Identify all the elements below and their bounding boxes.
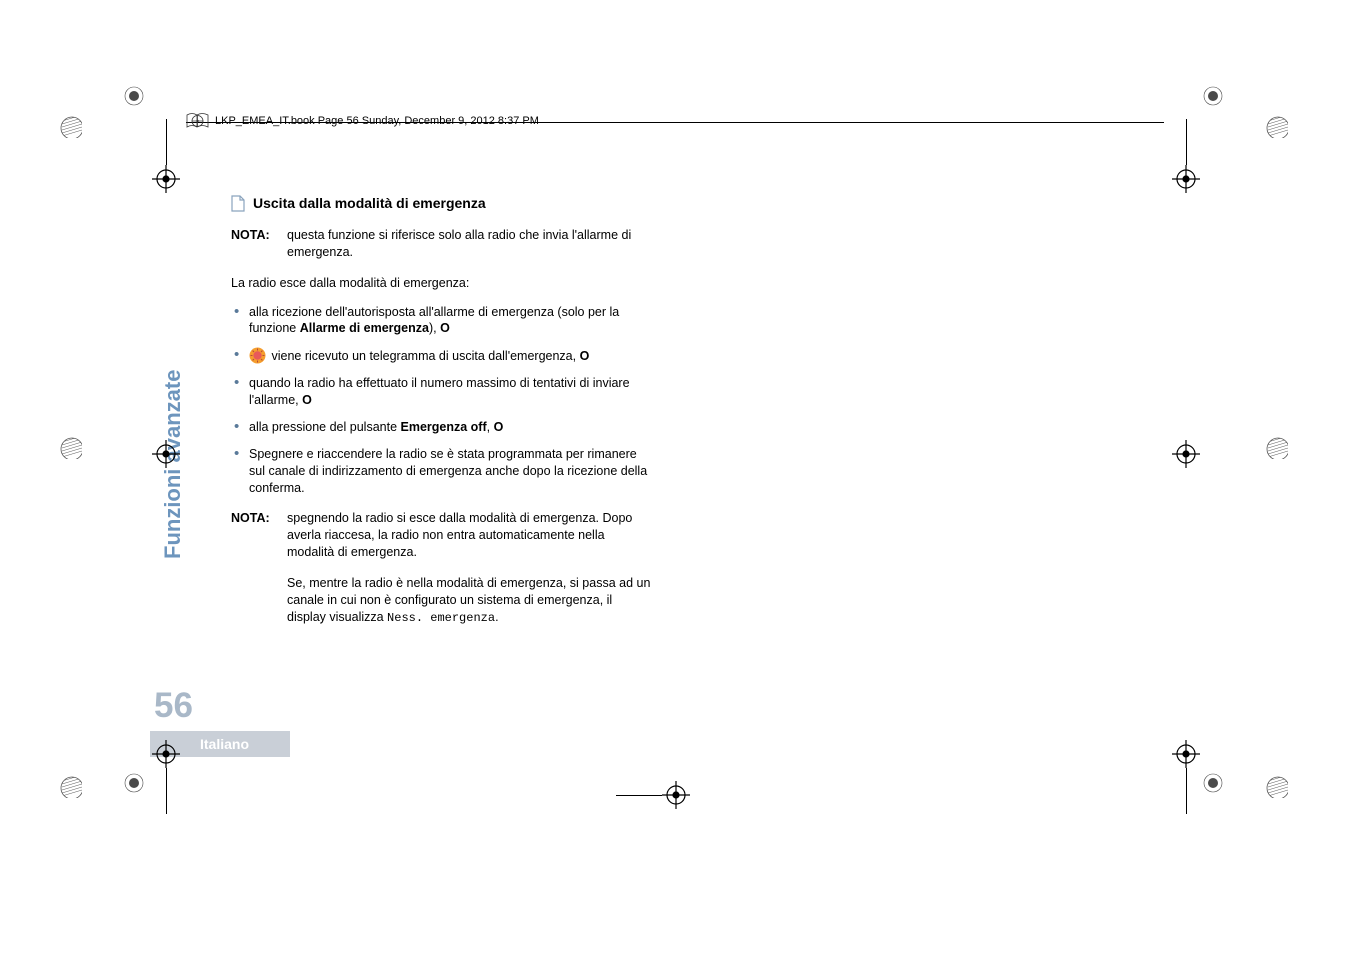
crop-tick-line [1186,119,1187,165]
page-frame: LKP_EMEA_IT.book Page 56 Sunday, Decembe… [186,94,1164,764]
note-code: Ness. emergenza [387,611,495,625]
registration-mark [1172,440,1200,473]
note-p1: spegnendo la radio si esce dalla modalit… [287,510,651,561]
header-text: LKP_EMEA_IT.book Page 56 Sunday, Decembe… [215,115,539,127]
bullet-list: alla ricezione dell'autorisposta all'all… [231,304,651,497]
note-2: NOTA: spegnendo la radio si esce dalla m… [231,510,651,626]
hatched-crop-mark [60,776,82,803]
crop-tick-line [166,119,167,165]
li-or: O [302,393,312,407]
hatched-crop-mark [1266,437,1288,464]
crop-corner-mark [1202,85,1224,112]
page-number: 56 [154,686,193,726]
crop-corner-mark [123,772,145,799]
li-bold: Emergenza off [401,420,487,434]
li-text: alla pressione del pulsante [249,420,401,434]
note-p2b: . [495,610,498,624]
hatched-crop-mark [1266,116,1288,143]
li-or: O [580,349,590,363]
crop-tick-line [616,795,662,796]
led-icon [249,347,266,364]
list-item: alla ricezione dell'autorisposta all'all… [231,304,651,338]
list-item: viene ricevuto un telegramma di uscita d… [231,347,651,365]
page-icon [231,195,245,212]
crop-corner-mark [1202,772,1224,799]
li-or: O [494,420,504,434]
crop-corner-mark [123,85,145,112]
li-text: ), [429,321,440,335]
note-label: NOTA: [231,510,277,626]
li-text: , [487,420,494,434]
li-or: O [440,321,450,335]
note-1: NOTA: questa funzione si riferisce solo … [231,227,651,261]
li-bold: Allarme di emergenza [300,321,429,335]
list-item: quando la radio ha effettuato il numero … [231,375,651,409]
section-title: Uscita dalla modalità di emergenza [253,194,486,213]
li-text: viene ricevuto un telegramma di uscita d… [268,349,580,363]
note-p2: Se, mentre la radio è nella modalità di … [287,575,651,626]
crop-tick-line [166,768,167,814]
content-column: Uscita dalla modalità di emergenza NOTA:… [231,194,651,640]
header-row: LKP_EMEA_IT.book Page 56 Sunday, Decembe… [186,112,539,130]
registration-mark [662,781,690,814]
li-text: Spegnere e riaccendere la radio se è sta… [249,447,647,495]
hatched-crop-mark [1266,776,1288,803]
registration-mark [152,440,180,473]
registration-mark [152,165,180,198]
note-body: questa funzione si riferisce solo alla r… [287,227,651,261]
crop-tick-line [1186,768,1187,814]
hatched-crop-mark [60,116,82,143]
list-item: Spegnere e riaccendere la radio se è sta… [231,446,651,497]
intro-text: La radio esce dalla modalità di emergenz… [231,275,651,292]
note-body: spegnendo la radio si esce dalla modalit… [287,510,651,626]
section-heading: Uscita dalla modalità di emergenza [231,194,651,213]
hatched-crop-mark [60,437,82,464]
registration-mark [1172,165,1200,198]
note-label: NOTA: [231,227,277,261]
book-icon [186,112,209,130]
list-item: alla pressione del pulsante Emergenza of… [231,419,651,436]
